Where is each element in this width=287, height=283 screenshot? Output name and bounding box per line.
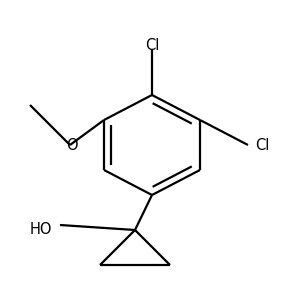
Text: HO: HO	[30, 222, 52, 237]
Text: Cl: Cl	[255, 138, 269, 153]
Text: O: O	[66, 138, 78, 153]
Text: Cl: Cl	[145, 38, 159, 53]
